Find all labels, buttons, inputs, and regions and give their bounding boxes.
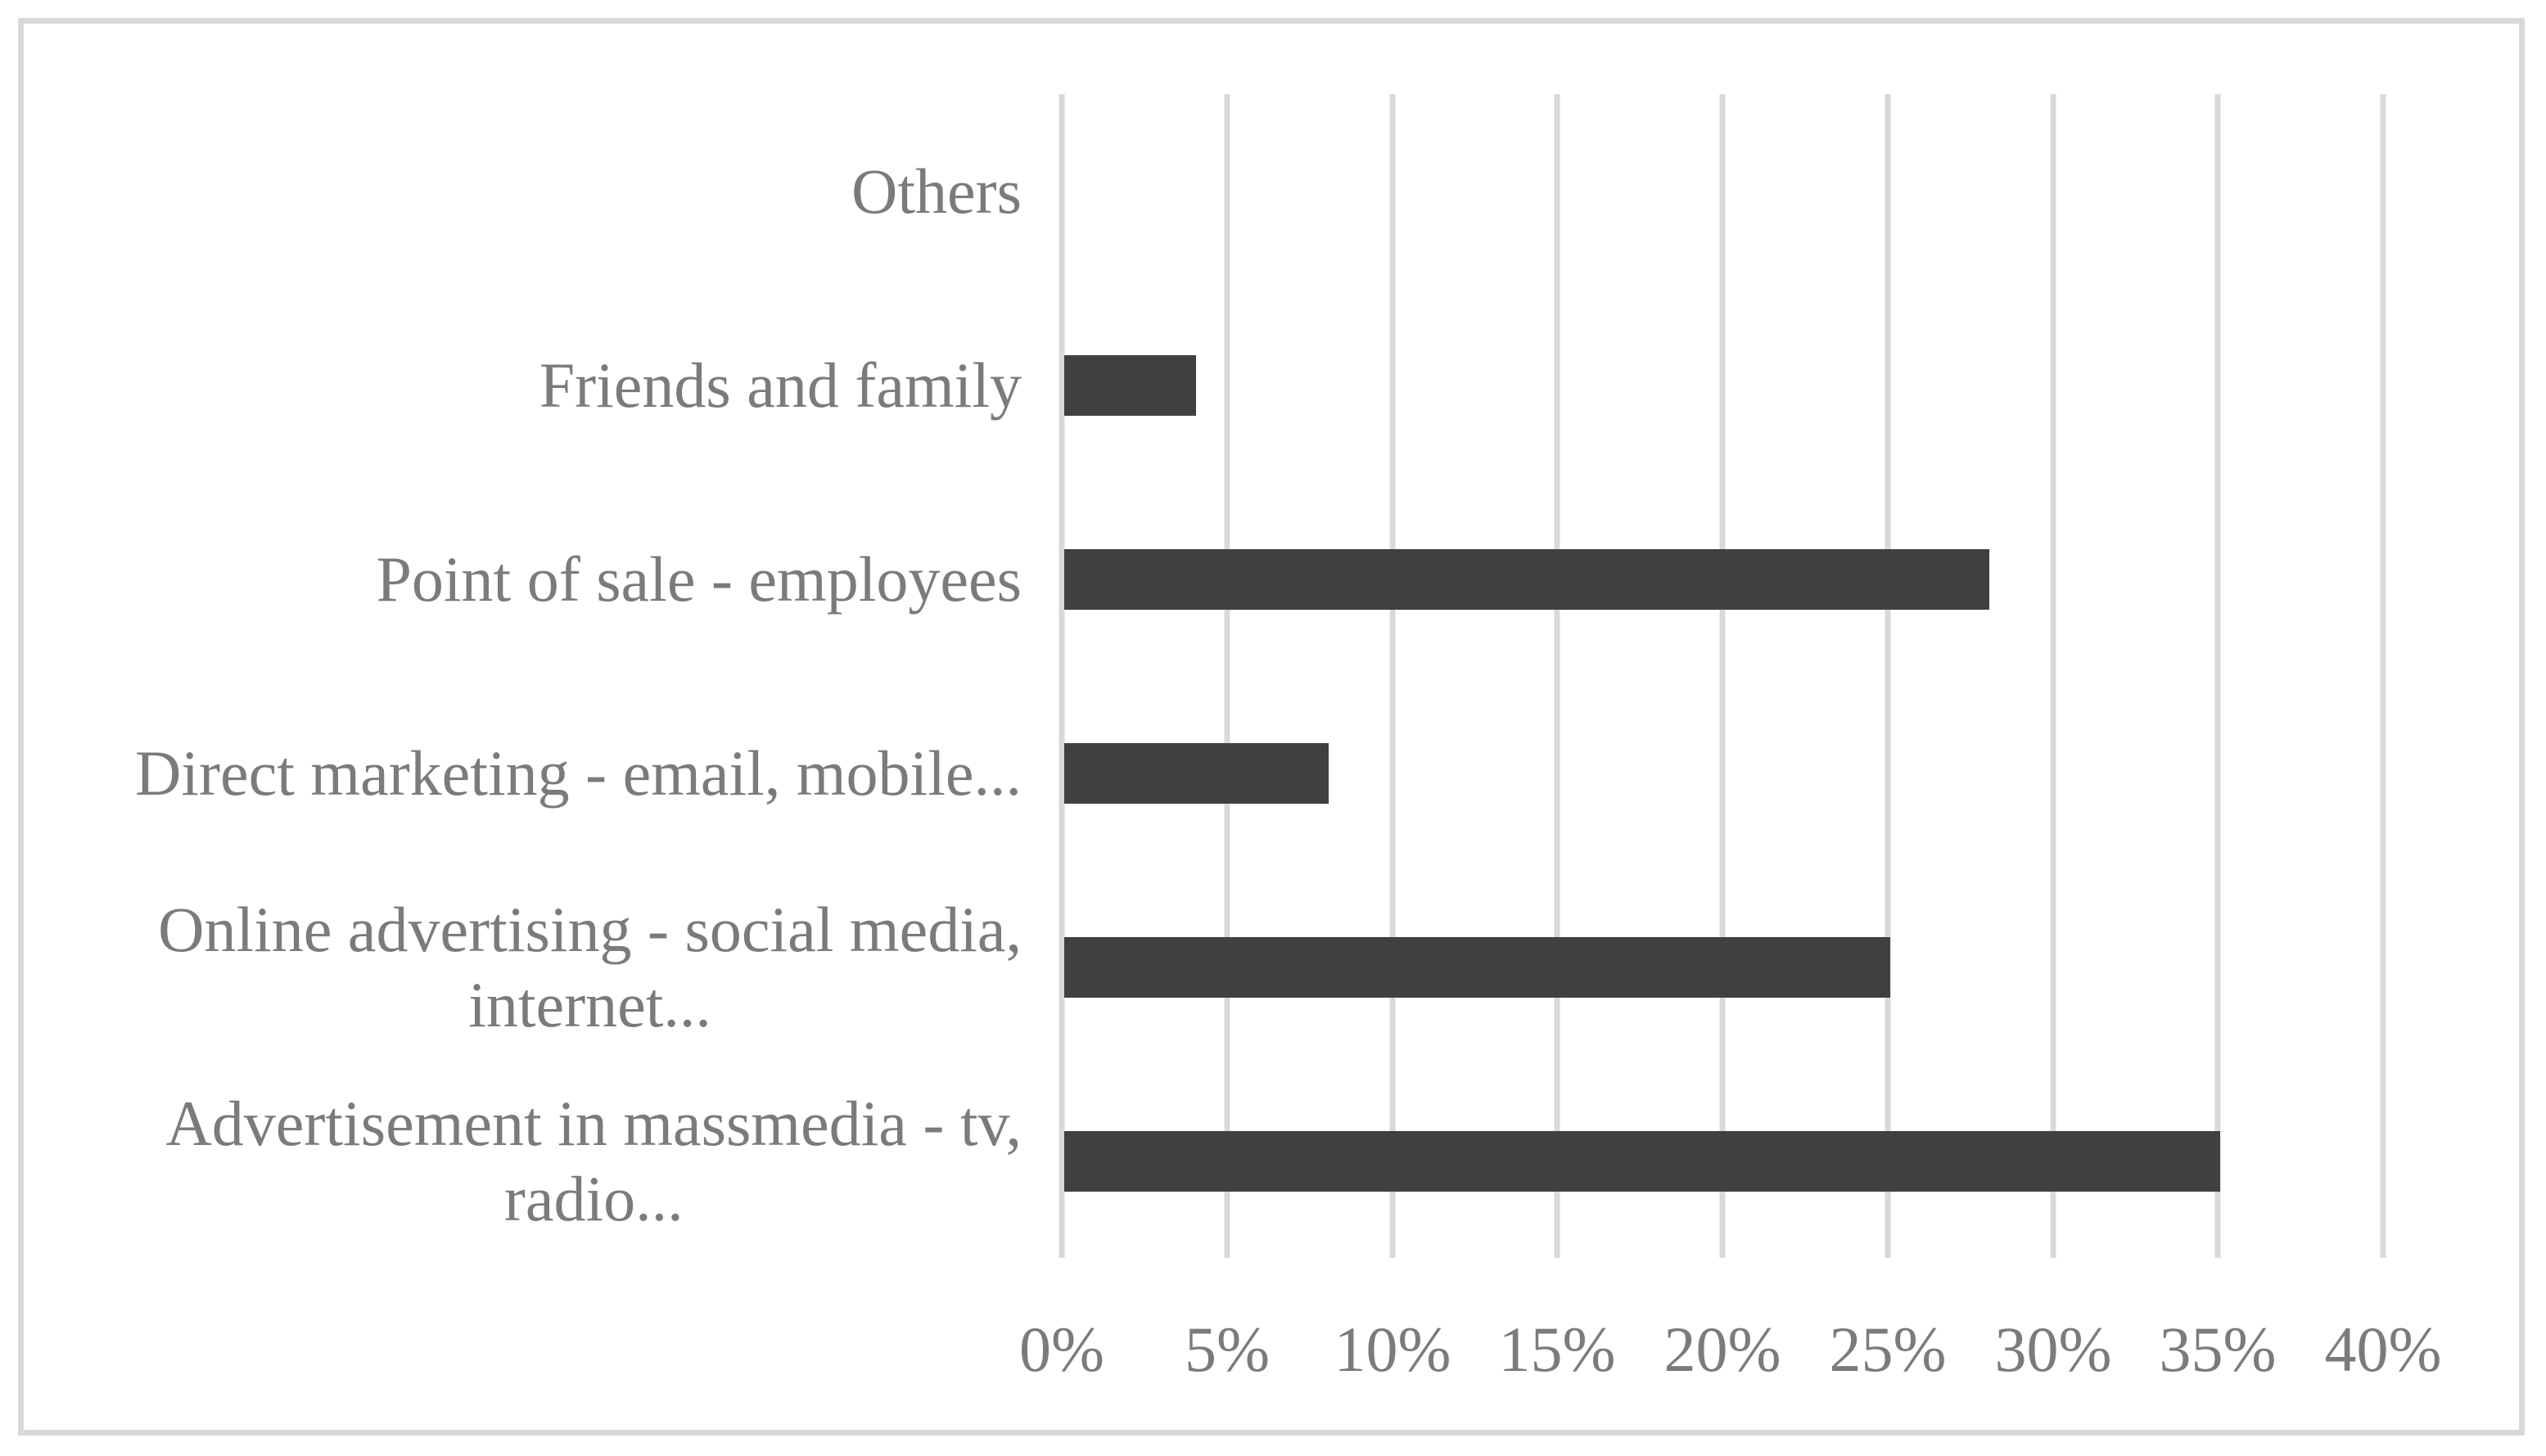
x-tick-label-0: 0% [1019, 1314, 1104, 1385]
chart-figure: Others Friends and family Point of sale - … [18, 18, 2525, 1436]
gridline [1389, 94, 1395, 1258]
x-tick-label-2: 10% [1334, 1314, 1451, 1385]
bar-2 [1064, 549, 1989, 610]
gridline [1554, 94, 1560, 1258]
gridline [1885, 94, 1891, 1258]
x-tick-label-1: 5% [1185, 1314, 1270, 1385]
x-tick-label-8: 40% [2324, 1314, 2442, 1385]
category-label-3: Direct marketing - email, mobile... [135, 737, 1022, 809]
category-label-4: Online advertising - social media, inter… [158, 893, 1022, 1040]
x-tick-label-7: 35% [2159, 1314, 2277, 1385]
x-tick-label-5: 25% [1829, 1314, 1947, 1385]
x-tick-label-3: 15% [1498, 1314, 1616, 1385]
gridline [1719, 94, 1726, 1258]
gridline [1224, 94, 1230, 1258]
bar-3 [1064, 743, 1329, 804]
gridline [1059, 94, 1065, 1258]
x-tick-label-6: 30% [1994, 1314, 2112, 1385]
category-label-2: Point of sale - employees [376, 543, 1022, 615]
bar-5 [1064, 1131, 2221, 1192]
gridline [2380, 94, 2386, 1258]
plot-area [1059, 94, 2386, 1258]
gridline [2214, 94, 2221, 1258]
category-label-0: Others [851, 155, 1022, 227]
category-label-1: Friends and family [539, 349, 1022, 421]
gridline [2050, 94, 2056, 1258]
bar-4 [1064, 937, 1890, 998]
x-tick-label-4: 20% [1663, 1314, 1781, 1385]
bar-1 [1064, 355, 1197, 416]
category-label-5: Advertisement in massmedia - tv, radio..… [165, 1087, 1022, 1234]
